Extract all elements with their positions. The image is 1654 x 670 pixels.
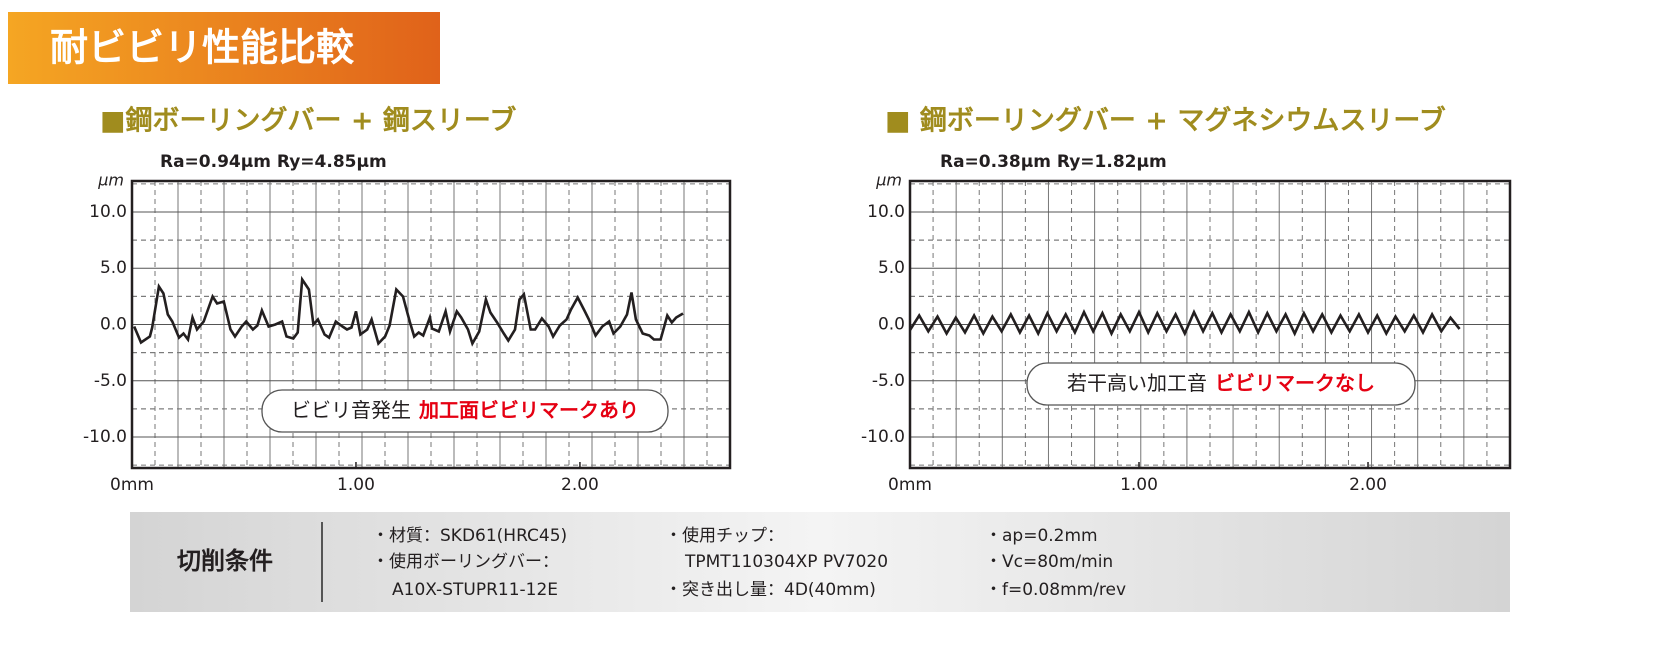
conditions-label: 切削条件 — [177, 547, 273, 575]
y-tick-label: -5.0 — [94, 371, 127, 391]
y-tick-label: 5.0 — [878, 258, 905, 278]
x-tick-label: 0mm — [888, 475, 932, 495]
plot-frame — [130, 179, 732, 470]
x-tick-label: 2.00 — [1349, 475, 1387, 495]
chart-title: ■ 鋼ボーリングバー + マグネシウムスリーブ — [885, 105, 1446, 137]
chart-subtitle: Ra=0.94μm Ry=4.85μm — [160, 152, 387, 172]
chart-title: ■鋼ボーリングバー + 鋼スリーブ — [100, 105, 516, 137]
condition-item: ・Vc=80m/min — [985, 552, 1113, 572]
condition-item: ・使用ボーリングバー： — [372, 551, 559, 572]
y-tick-label: 0.0 — [878, 315, 905, 335]
y-tick-label: 10.0 — [89, 202, 127, 222]
x-tick-label: 0mm — [110, 475, 154, 495]
annotation-box — [261, 389, 669, 433]
y-tick-label: -10.0 — [83, 427, 127, 447]
header-banner — [8, 12, 440, 84]
annotation-highlight: 加工面ビビリマークあり — [418, 398, 639, 422]
x-tick-label: 1.00 — [337, 475, 375, 495]
y-tick-label: 0.0 — [100, 315, 127, 335]
chart-subtitle: Ra=0.38μm Ry=1.82μm — [940, 152, 1167, 172]
condition-item: ・ap=0.2mm — [985, 526, 1098, 546]
y-tick-label: 5.0 — [100, 258, 127, 278]
condition-item: TPMT110304XP PV7020 — [684, 552, 888, 572]
x-tick-label: 1.00 — [1120, 475, 1158, 495]
condition-item: ・材質：SKD61(HRC45) — [372, 526, 567, 546]
annotation: ビビリ音発生 加工面ビビリマークあり — [291, 398, 639, 422]
condition-item: ・突き出し量：4D(40mm) — [665, 580, 876, 600]
annotation-highlight: ビビリマークなし — [1215, 371, 1375, 395]
annotation-box — [1026, 362, 1416, 406]
condition-item: ・f=0.08mm/rev — [985, 580, 1126, 600]
annotation-text: ビビリ音発生 — [291, 398, 411, 422]
y-axis-unit: μm — [875, 171, 902, 190]
data-line — [133, 275, 684, 347]
data-line — [908, 308, 1461, 337]
annotation-text: 若干高い加工音 — [1067, 371, 1207, 395]
condition-item: ・使用チップ： — [665, 525, 784, 546]
plot-frame — [908, 179, 1512, 470]
y-axis-unit: μm — [97, 171, 124, 190]
header-title: 耐ビビリ性能比較 — [50, 26, 355, 70]
y-tick-label: -5.0 — [872, 371, 905, 391]
y-tick-label: -10.0 — [861, 427, 905, 447]
conditions-panel — [130, 512, 1510, 612]
y-tick-label: 10.0 — [867, 202, 905, 222]
annotation: 若干高い加工音 ビビリマークなし — [1067, 371, 1375, 395]
x-tick-label: 2.00 — [561, 475, 599, 495]
condition-item: A10X-STUPR11-12E — [392, 580, 558, 600]
